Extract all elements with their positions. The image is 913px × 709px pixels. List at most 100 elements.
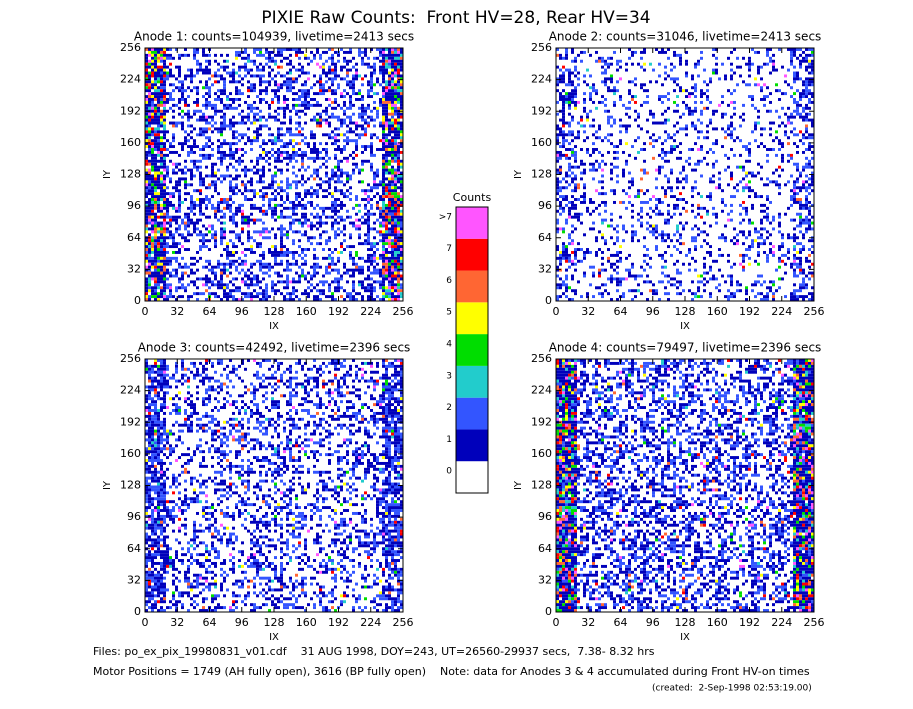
speckle [181, 122, 184, 125]
speckle [667, 57, 670, 60]
speckle [337, 169, 340, 172]
speckle [181, 148, 184, 151]
speckle [574, 66, 577, 69]
speckle [388, 289, 391, 292]
speckle [157, 242, 160, 245]
speckle [298, 266, 301, 269]
speckle [292, 219, 295, 222]
speckle [304, 207, 307, 210]
speckle [385, 92, 388, 95]
speckle [235, 286, 238, 289]
speckle [337, 198, 340, 201]
speckle [238, 163, 241, 166]
speckle [637, 136, 640, 139]
speckle [280, 248, 283, 251]
speckle [379, 239, 382, 242]
speckle [697, 163, 700, 166]
speckle [211, 119, 214, 122]
speckle [277, 101, 280, 104]
speckle [256, 160, 259, 163]
speckle [193, 263, 196, 266]
speckle [289, 72, 292, 75]
speckle [184, 239, 187, 242]
speckle [358, 98, 361, 101]
speckle [382, 66, 385, 69]
speckle [226, 198, 229, 201]
speckle [349, 222, 352, 225]
speckle [382, 248, 385, 251]
speckle [304, 136, 307, 139]
speckle [370, 151, 373, 154]
speckle [178, 101, 181, 104]
speckle [202, 242, 205, 245]
speckle [253, 275, 256, 278]
speckle [379, 98, 382, 101]
speckle [352, 66, 355, 69]
speckle [364, 204, 367, 207]
speckle [346, 72, 349, 75]
speckle [202, 116, 205, 119]
speckle [178, 263, 181, 266]
speckle [184, 216, 187, 219]
speckle [583, 139, 586, 142]
speckle [286, 89, 289, 92]
speckle [307, 236, 310, 239]
speckle [364, 107, 367, 110]
speckle [394, 119, 397, 122]
speckle [367, 219, 370, 222]
speckle [382, 286, 385, 289]
speckle [604, 104, 607, 107]
speckle [148, 216, 151, 219]
speckle [151, 286, 154, 289]
speckle [268, 66, 271, 69]
speckle [361, 283, 364, 286]
speckle [277, 192, 280, 195]
speckle [676, 157, 679, 160]
speckle [376, 219, 379, 222]
speckle [346, 157, 349, 160]
speckle [301, 163, 304, 166]
speckle [163, 154, 166, 157]
speckle [586, 136, 589, 139]
speckle [271, 227, 274, 230]
speckle [247, 127, 250, 130]
speckle [571, 139, 574, 142]
speckle [262, 263, 265, 266]
speckle [208, 216, 211, 219]
speckle [157, 69, 160, 72]
speckle [301, 83, 304, 86]
speckle [343, 289, 346, 292]
speckle [709, 266, 712, 269]
speckle [313, 257, 316, 260]
speckle [274, 95, 277, 98]
speckle [286, 127, 289, 130]
speckle [658, 213, 661, 216]
speckle [397, 80, 400, 83]
speckle [286, 195, 289, 198]
x-tick-label: 224 [360, 305, 381, 318]
speckle [694, 292, 697, 295]
speckle [661, 213, 664, 216]
speckle [202, 292, 205, 295]
speckle [616, 175, 619, 178]
speckle [673, 263, 676, 266]
speckle [271, 154, 274, 157]
speckle [646, 254, 649, 257]
speckle [346, 160, 349, 163]
speckle [166, 92, 169, 95]
speckle [331, 222, 334, 225]
speckle [262, 222, 265, 225]
speckle [211, 269, 214, 272]
speckle [616, 283, 619, 286]
speckle [358, 225, 361, 228]
speckle [229, 189, 232, 192]
speckle [601, 66, 604, 69]
speckle [154, 177, 157, 180]
speckle [565, 295, 568, 298]
speckle [577, 101, 580, 104]
speckle [349, 245, 352, 248]
speckle [397, 266, 400, 269]
speckle [178, 169, 181, 172]
speckle [640, 148, 643, 151]
speckle [622, 169, 625, 172]
